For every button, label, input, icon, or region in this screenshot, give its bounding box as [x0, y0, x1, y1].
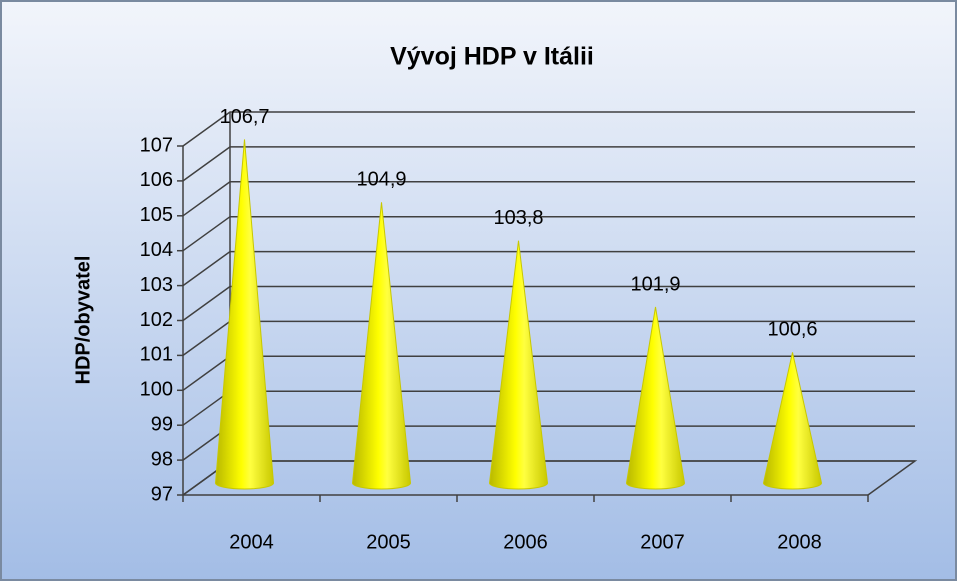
y-tick-label: 106 [140, 169, 173, 191]
x-tick-label: 2004 [229, 531, 274, 553]
y-tick-label: 99 [151, 413, 173, 435]
y-tick-label: 104 [140, 239, 173, 261]
grid-line [182, 111, 915, 147]
data-label: 103,8 [493, 207, 543, 229]
x-tick-label: 2007 [640, 531, 685, 553]
cone [762, 352, 823, 490]
grid-line [182, 181, 915, 217]
data-label: 101,9 [630, 273, 680, 295]
grid-line [182, 215, 915, 252]
data-label: 104,9 [356, 169, 406, 191]
grid-line [182, 146, 915, 182]
grid-line [182, 250, 915, 287]
y-tick-label: 101 [140, 344, 173, 366]
y-tick-label: 98 [151, 448, 173, 470]
x-tick-label: 2006 [503, 531, 548, 553]
y-tick-label: 105 [140, 204, 173, 226]
data-label: 106,7 [219, 106, 269, 128]
y-tick-label: 100 [140, 379, 173, 401]
cone [351, 202, 412, 490]
y-tick-label: 103 [140, 274, 173, 296]
y-tick-label: 107 [140, 134, 173, 156]
cone [214, 139, 275, 490]
x-tick-label: 2005 [366, 531, 411, 553]
data-label: 100,6 [767, 319, 817, 341]
y-tick-label: 97 [151, 483, 173, 505]
y-axis-label: HDP/obyvatel [72, 256, 94, 385]
x-tick-label: 2008 [777, 531, 822, 553]
cone [488, 240, 549, 490]
grid-line [182, 285, 915, 322]
y-tick-label: 102 [140, 309, 173, 331]
chart-title: Vývoj HDP v Itálii [390, 43, 594, 71]
cone [625, 306, 686, 490]
